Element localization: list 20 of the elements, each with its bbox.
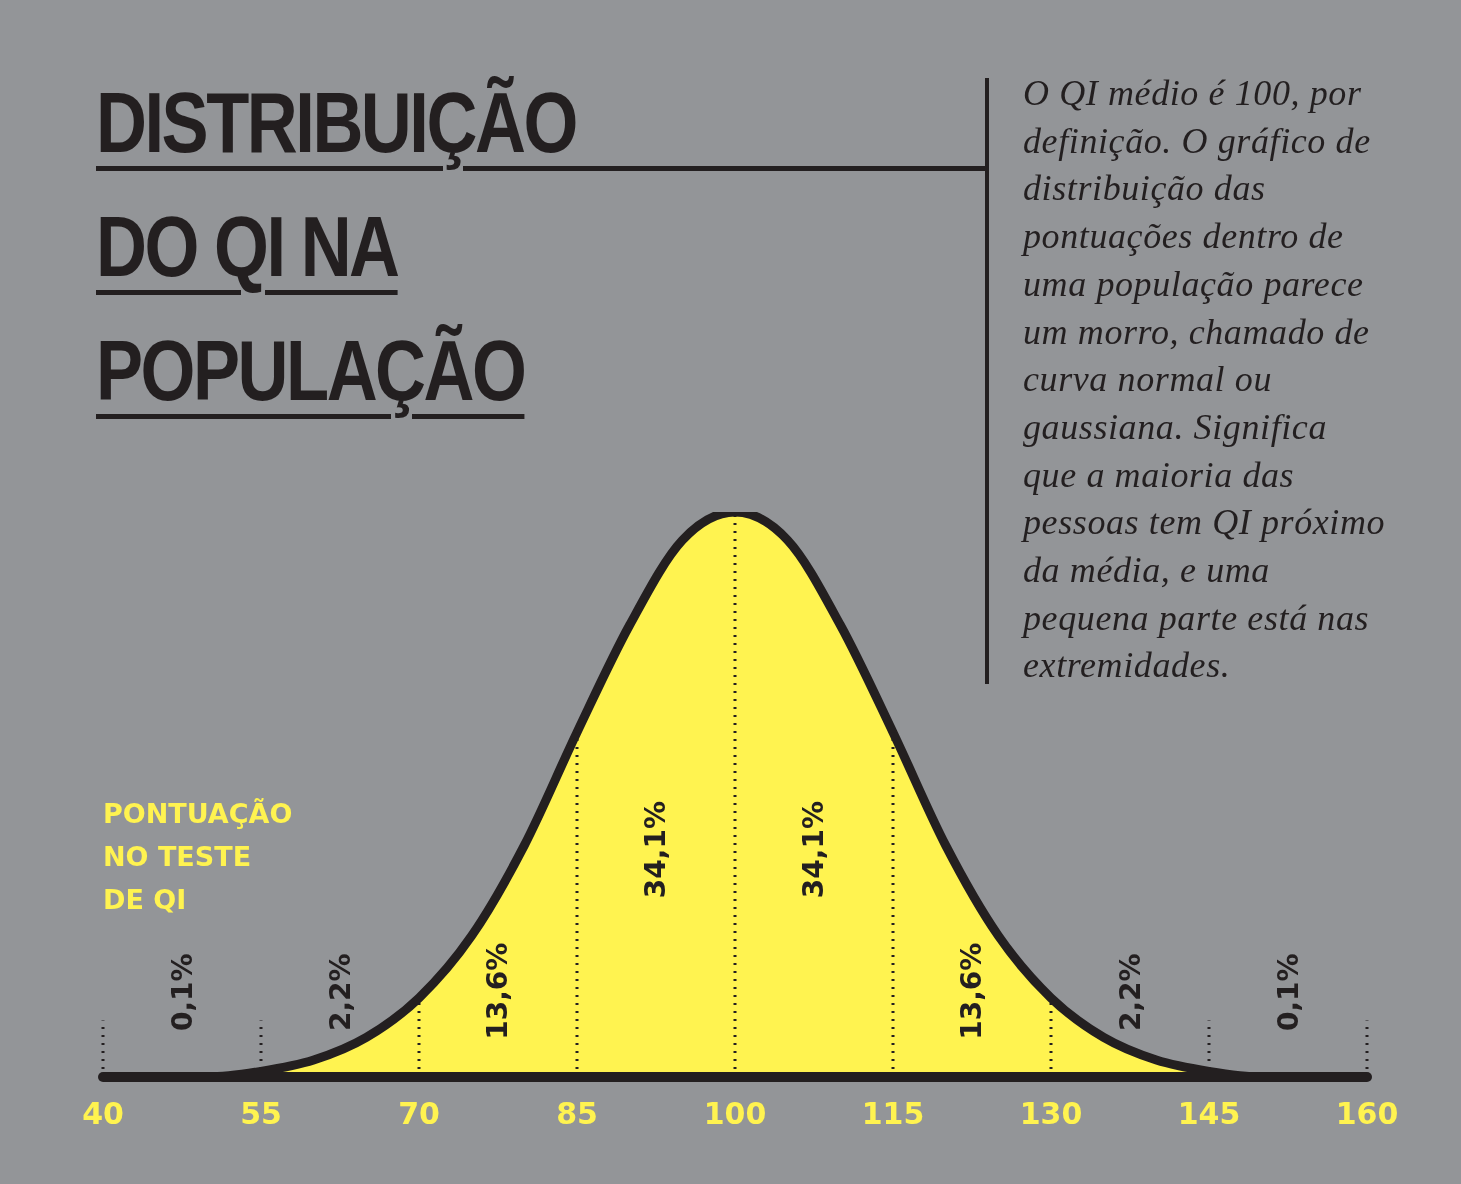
annotation: 0,1% <box>165 953 199 1032</box>
annotation: 2,2% <box>323 953 357 1032</box>
x-tick-label: 145 <box>1177 1096 1241 1132</box>
x-tick-label: 85 <box>556 1096 598 1132</box>
annotation: 13,6% <box>955 942 989 1040</box>
chart-title: DISTRIBUIÇÃO DO QI NA POPULAÇÃO <box>96 73 576 420</box>
annotation: 34,1% <box>797 801 831 899</box>
x-tick-label: 100 <box>703 1096 767 1132</box>
annotation: 34,1% <box>639 801 673 899</box>
x-tick-label: 115 <box>861 1096 925 1132</box>
x-axis-title: PONTUAÇÃO NO TESTE DE QI <box>103 797 293 917</box>
x-tick-label: 130 <box>1019 1096 1083 1132</box>
x-tick-label: 70 <box>398 1096 440 1132</box>
annotation: 13,6% <box>481 942 515 1040</box>
annotation: 0,1% <box>1271 953 1305 1032</box>
annotation: 2,2% <box>1113 953 1147 1032</box>
x-tick-label: 160 <box>1335 1096 1399 1132</box>
x-tick-label: 55 <box>240 1096 282 1132</box>
x-tick-label: 40 <box>82 1096 124 1132</box>
text: O QI médio é 100, por definição. O gráfico de distribuição das pontuações dentro de uma população parece um morro, chamado de curva normal ou gaussiana. Significa que a maioria das pessoas tem QI próximo da média, e uma pequena parte está nas extremidades. <box>1023 73 1386 686</box>
